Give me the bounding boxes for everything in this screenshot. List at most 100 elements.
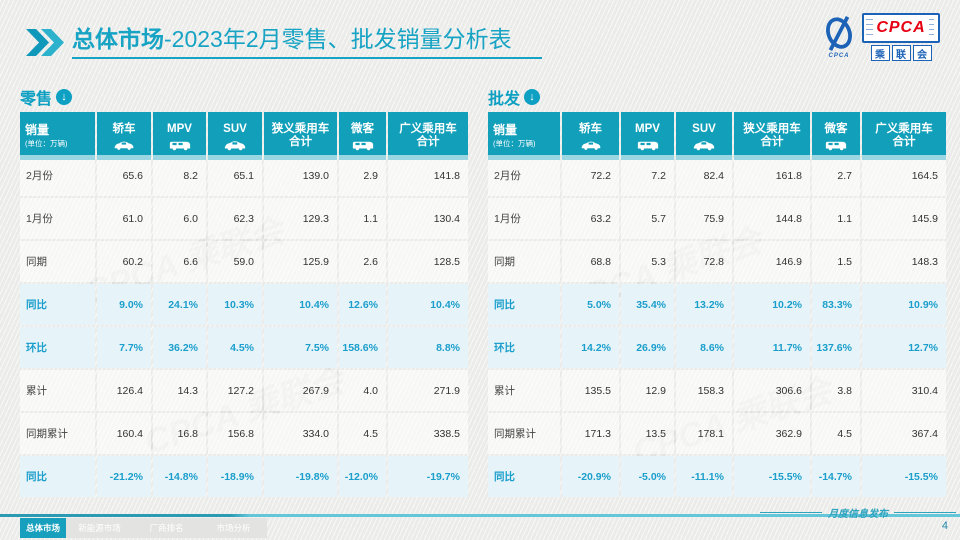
- logo-cn-char: 乘: [870, 45, 890, 61]
- cpca-swoosh-icon: CPCA: [820, 15, 858, 59]
- sedan-icon: [580, 138, 602, 150]
- cpca-logo-chinese: 乘联会: [870, 45, 932, 61]
- value-cell: 158.6%: [339, 327, 386, 368]
- row-label: 同期累计: [488, 413, 560, 454]
- column-header-sales: 销量 (单位：万辆): [488, 112, 560, 160]
- value-cell: 5.7: [621, 198, 674, 239]
- value-cell: 137.6%: [812, 327, 860, 368]
- value-cell: -15.5%: [734, 456, 810, 497]
- value-cell: 2.9: [339, 155, 386, 196]
- value-cell: 161.8: [734, 155, 810, 196]
- value-cell: 271.9: [388, 370, 468, 411]
- wholesale-table-label: 批发 ↓: [488, 84, 946, 110]
- value-cell: 35.4%: [621, 284, 674, 325]
- value-cell: 171.3: [562, 413, 619, 454]
- row-label: 同比: [20, 456, 95, 497]
- value-cell: 65.1: [208, 155, 262, 196]
- value-cell: 128.5: [388, 241, 468, 282]
- footer-tab[interactable]: 市场分析: [200, 518, 267, 538]
- value-cell: 16.8: [153, 413, 206, 454]
- footer-tab[interactable]: 总体市场: [20, 518, 66, 538]
- retail-label-text: 零售: [20, 91, 53, 108]
- value-cell: 72.8: [676, 241, 732, 282]
- column-header-label: 广义乘用车: [875, 122, 933, 135]
- row-label: 累计: [488, 370, 560, 411]
- column-header-label: MPV: [167, 123, 192, 136]
- footer-tab[interactable]: 新能源市场: [66, 518, 133, 538]
- value-cell: 125.9: [264, 241, 337, 282]
- value-cell: 65.6: [97, 155, 151, 196]
- value-cell: 135.5: [562, 370, 619, 411]
- value-cell: 160.4: [97, 413, 151, 454]
- column-header-label2: 合计: [289, 136, 312, 148]
- value-cell: 60.2: [97, 241, 151, 282]
- release-note: 月度信息发布: [760, 505, 956, 520]
- value-cell: 3.8: [812, 370, 860, 411]
- row-label: 1月份: [20, 198, 95, 239]
- column-header: SUV: [208, 112, 262, 160]
- column-header-label2: 合计: [892, 136, 916, 148]
- value-cell: 367.4: [862, 413, 946, 454]
- value-cell: -14.7%: [812, 456, 860, 497]
- wholesale-table-block: 批发 ↓ 销量 (单位：万辆) 轿车 MPV SUV 狭义乘用车 合计 微客 广义乘用车 合计 2月…: [488, 84, 946, 497]
- sales-data-grid: 销量 (单位：万辆) 轿车 MPV SUV 狭义乘用车 合计 微客 广义乘用车 合计 2月份 72.2…: [488, 112, 946, 497]
- footer-tabs: 总体市场 新能源市场 厂商排名 市场分析: [20, 518, 267, 538]
- column-header: 广义乘用车 合计: [862, 112, 946, 160]
- column-header-label: 微客: [351, 123, 374, 136]
- value-cell: 4.5: [812, 413, 860, 454]
- value-cell: 148.3: [862, 241, 946, 282]
- value-cell: 164.5: [862, 155, 946, 196]
- value-cell: 10.3%: [208, 284, 262, 325]
- row-label: 同比: [488, 456, 560, 497]
- value-cell: 139.0: [264, 155, 337, 196]
- column-header: MPV: [621, 112, 674, 160]
- value-cell: 24.1%: [153, 284, 206, 325]
- value-cell: 10.2%: [734, 284, 810, 325]
- value-cell: 2.7: [812, 155, 860, 196]
- value-cell: 12.9: [621, 370, 674, 411]
- column-header-label2: 合计: [416, 136, 440, 148]
- value-cell: 63.2: [562, 198, 619, 239]
- row-label: 环比: [488, 327, 560, 368]
- page-number: 4: [941, 520, 948, 532]
- value-cell: 129.3: [264, 198, 337, 239]
- row-label: 同期: [20, 241, 95, 282]
- value-cell: 1.5: [812, 241, 860, 282]
- value-cell: -20.9%: [562, 456, 619, 497]
- row-label: 同比: [488, 284, 560, 325]
- value-cell: 306.6: [734, 370, 810, 411]
- value-cell: 6.6: [153, 241, 206, 282]
- row-label: 同期: [488, 241, 560, 282]
- value-cell: 7.7%: [97, 327, 151, 368]
- value-cell: 144.8: [734, 198, 810, 239]
- value-cell: 9.0%: [97, 284, 151, 325]
- value-cell: 8.8%: [388, 327, 468, 368]
- value-cell: 338.5: [388, 413, 468, 454]
- value-cell: 156.8: [208, 413, 262, 454]
- value-cell: 141.8: [388, 155, 468, 196]
- value-cell: 178.1: [676, 413, 732, 454]
- value-cell: 68.8: [562, 241, 619, 282]
- cpca-swoosh-sub: CPCA: [828, 53, 850, 59]
- value-cell: 5.3: [621, 241, 674, 282]
- value-cell: 267.9: [264, 370, 337, 411]
- column-header: 狭义乘用车 合计: [734, 112, 810, 160]
- footer-divider-line: [0, 514, 960, 517]
- column-header-label: SUV: [223, 123, 247, 136]
- value-cell: 1.1: [812, 198, 860, 239]
- value-cell: 5.0%: [562, 284, 619, 325]
- value-cell: -21.2%: [97, 456, 151, 497]
- column-header: 微客: [339, 112, 386, 160]
- value-cell: 12.6%: [339, 284, 386, 325]
- release-note-text: 月度信息发布: [828, 509, 888, 520]
- value-cell: 1.1: [339, 198, 386, 239]
- value-cell: 4.5: [339, 413, 386, 454]
- footer-tab[interactable]: 厂商排名: [133, 518, 200, 538]
- sedan-icon: [113, 138, 135, 150]
- page-title-section: 总体市场: [72, 26, 164, 52]
- value-cell: 10.9%: [862, 284, 946, 325]
- value-cell: 126.4: [97, 370, 151, 411]
- value-cell: 6.0: [153, 198, 206, 239]
- wholesale-table: 销量 (单位：万辆) 轿车 MPV SUV 狭义乘用车 合计 微客 广义乘用车 合计 2月份 72.2…: [488, 112, 946, 497]
- cpca-logo-text: CPCA: [873, 19, 929, 37]
